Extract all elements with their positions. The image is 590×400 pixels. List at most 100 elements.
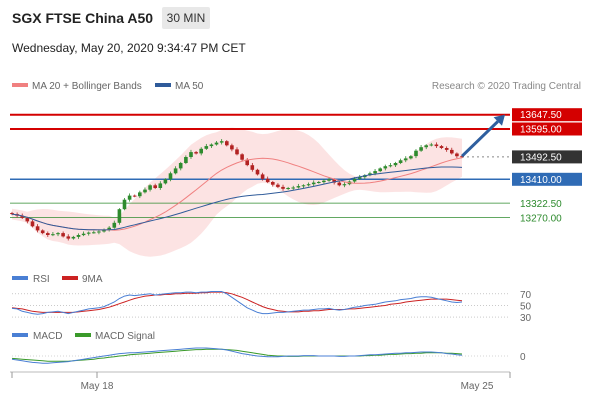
candle <box>306 182 311 187</box>
candle <box>46 231 50 237</box>
x-axis-label: May 18 <box>81 381 114 392</box>
candle <box>383 164 388 171</box>
ma20-legend-swatch <box>12 83 28 87</box>
forecast-arrow <box>460 120 499 158</box>
candle <box>204 143 209 150</box>
candle <box>230 143 234 152</box>
candle <box>25 216 30 224</box>
candle <box>311 180 316 187</box>
macd-signal-line <box>11 348 463 362</box>
level-label-support: 13270.00 <box>520 213 562 224</box>
macd-legend-swatch <box>12 333 28 337</box>
ma20-legend-label: MA 20 + Bollinger Bands <box>32 81 142 92</box>
candle <box>173 166 178 175</box>
candle <box>240 153 244 162</box>
ma50-legend-label: MA 50 <box>175 81 204 92</box>
candle <box>301 184 306 188</box>
level-label-pivot: 13410.00 <box>520 175 562 186</box>
x-axis-label: May 25 <box>461 381 494 392</box>
candle <box>219 139 224 145</box>
candle <box>168 171 173 182</box>
candle <box>265 176 270 184</box>
candle <box>112 220 117 229</box>
level-tag-pivot <box>512 172 582 186</box>
rsi-ma-legend-swatch <box>62 276 78 280</box>
candle <box>117 208 122 225</box>
candle <box>158 181 163 190</box>
level-label-support: 13322.50 <box>520 199 562 210</box>
macd-legend-label: MACD <box>33 331 62 342</box>
candle <box>250 162 255 172</box>
candle <box>184 155 188 165</box>
timestamp: Wednesday, May 20, 2020 9:34:47 PM CET <box>12 41 246 55</box>
candle <box>368 171 372 177</box>
candle <box>235 147 239 156</box>
candle <box>378 167 382 173</box>
candle <box>286 186 290 190</box>
candle <box>10 211 14 216</box>
bollinger-band <box>12 127 462 257</box>
macd-signal-legend-label: MACD Signal <box>95 331 155 342</box>
candle <box>444 146 449 152</box>
candle <box>92 230 96 234</box>
candle <box>260 172 265 181</box>
candle <box>194 151 198 155</box>
candle <box>281 184 285 191</box>
candle <box>439 145 444 150</box>
price-plot: 13647.50 13595.00 13492.50 13410.00 13322.50… <box>10 108 582 257</box>
candle <box>122 198 127 211</box>
candle <box>102 228 106 233</box>
rsi-ma-legend-label: 9MA <box>82 274 103 285</box>
candle <box>342 182 347 188</box>
candle <box>209 143 214 149</box>
candle <box>76 233 81 239</box>
rsi-line <box>11 291 463 315</box>
level-label-current: 13492.50 <box>520 152 562 163</box>
candle <box>414 149 418 159</box>
ma50-legend-swatch <box>155 83 171 87</box>
candle <box>455 152 459 159</box>
candle <box>30 219 35 228</box>
level-label-resistance: 13595.00 <box>520 125 562 136</box>
level-tag-resistance <box>512 108 582 122</box>
macd-tick-label: 0 <box>520 352 526 363</box>
candle <box>291 185 295 190</box>
candle <box>450 147 454 155</box>
candle <box>35 224 40 233</box>
candle <box>424 144 428 150</box>
rsi-legend-label: RSI <box>33 274 50 285</box>
candle <box>199 147 203 156</box>
candle <box>322 179 326 184</box>
macd-panel: 0 <box>11 347 526 364</box>
candle <box>56 232 60 237</box>
timeframe-badge[interactable] <box>162 7 210 29</box>
candle <box>132 194 137 198</box>
macd-line <box>11 347 463 364</box>
instrument-title: SGX FTSE China A50 <box>12 10 153 26</box>
candle <box>255 168 260 176</box>
rsi-legend-swatch <box>12 276 28 280</box>
candle <box>153 183 157 190</box>
candle <box>127 193 132 202</box>
candle <box>178 161 183 171</box>
candle <box>214 140 219 146</box>
rsi-tick-label: 50 <box>520 302 532 313</box>
candle <box>86 231 91 236</box>
candle <box>409 155 413 160</box>
candle <box>245 158 249 167</box>
candle <box>271 180 275 187</box>
rsi-tick-label: 30 <box>520 313 532 324</box>
candle <box>163 178 168 185</box>
level-label-resistance: 13647.50 <box>520 110 562 121</box>
candle <box>388 162 393 168</box>
candle <box>434 142 439 149</box>
timeframe-label: 30 MIN <box>167 11 206 25</box>
ma50-line <box>11 166 463 231</box>
candle <box>296 183 301 189</box>
candle <box>189 149 193 159</box>
candle <box>429 142 434 147</box>
rsi-ma-line <box>11 291 463 313</box>
rsi-tick-label: 70 <box>520 290 532 301</box>
